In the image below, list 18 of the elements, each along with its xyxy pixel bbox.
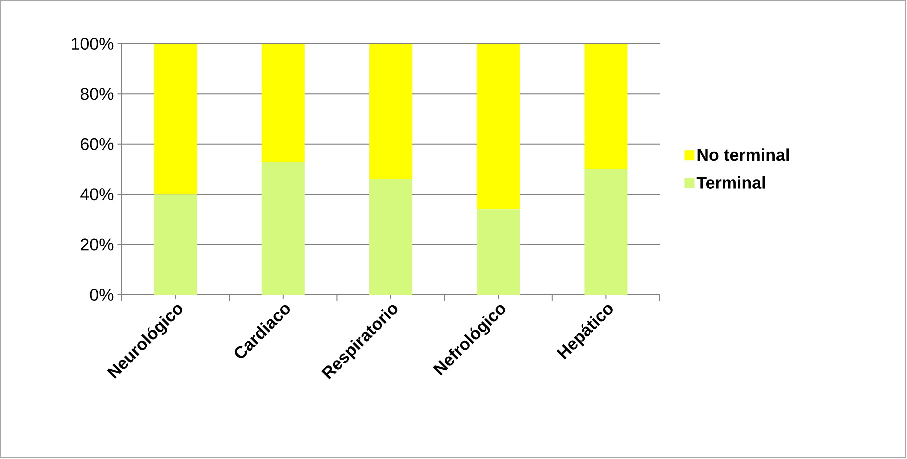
y-tick-label: 0% xyxy=(90,288,114,302)
y-tick-label: 80% xyxy=(80,88,114,100)
bar xyxy=(477,210,520,295)
bar xyxy=(262,162,305,295)
bar xyxy=(154,194,198,295)
bar xyxy=(584,44,628,170)
y-tick-label: 40% xyxy=(80,188,114,201)
legend-label: Terminal xyxy=(696,176,766,189)
bar xyxy=(370,180,413,295)
legend-label: No terminal xyxy=(698,148,789,162)
bar xyxy=(370,44,413,180)
bar xyxy=(477,44,520,210)
bar xyxy=(584,169,628,295)
bar xyxy=(262,44,305,162)
bar xyxy=(154,44,198,195)
y-tick-label: 20% xyxy=(81,238,114,251)
y-tick-label: 60% xyxy=(81,138,114,150)
y-tick-label: 100% xyxy=(72,38,114,50)
